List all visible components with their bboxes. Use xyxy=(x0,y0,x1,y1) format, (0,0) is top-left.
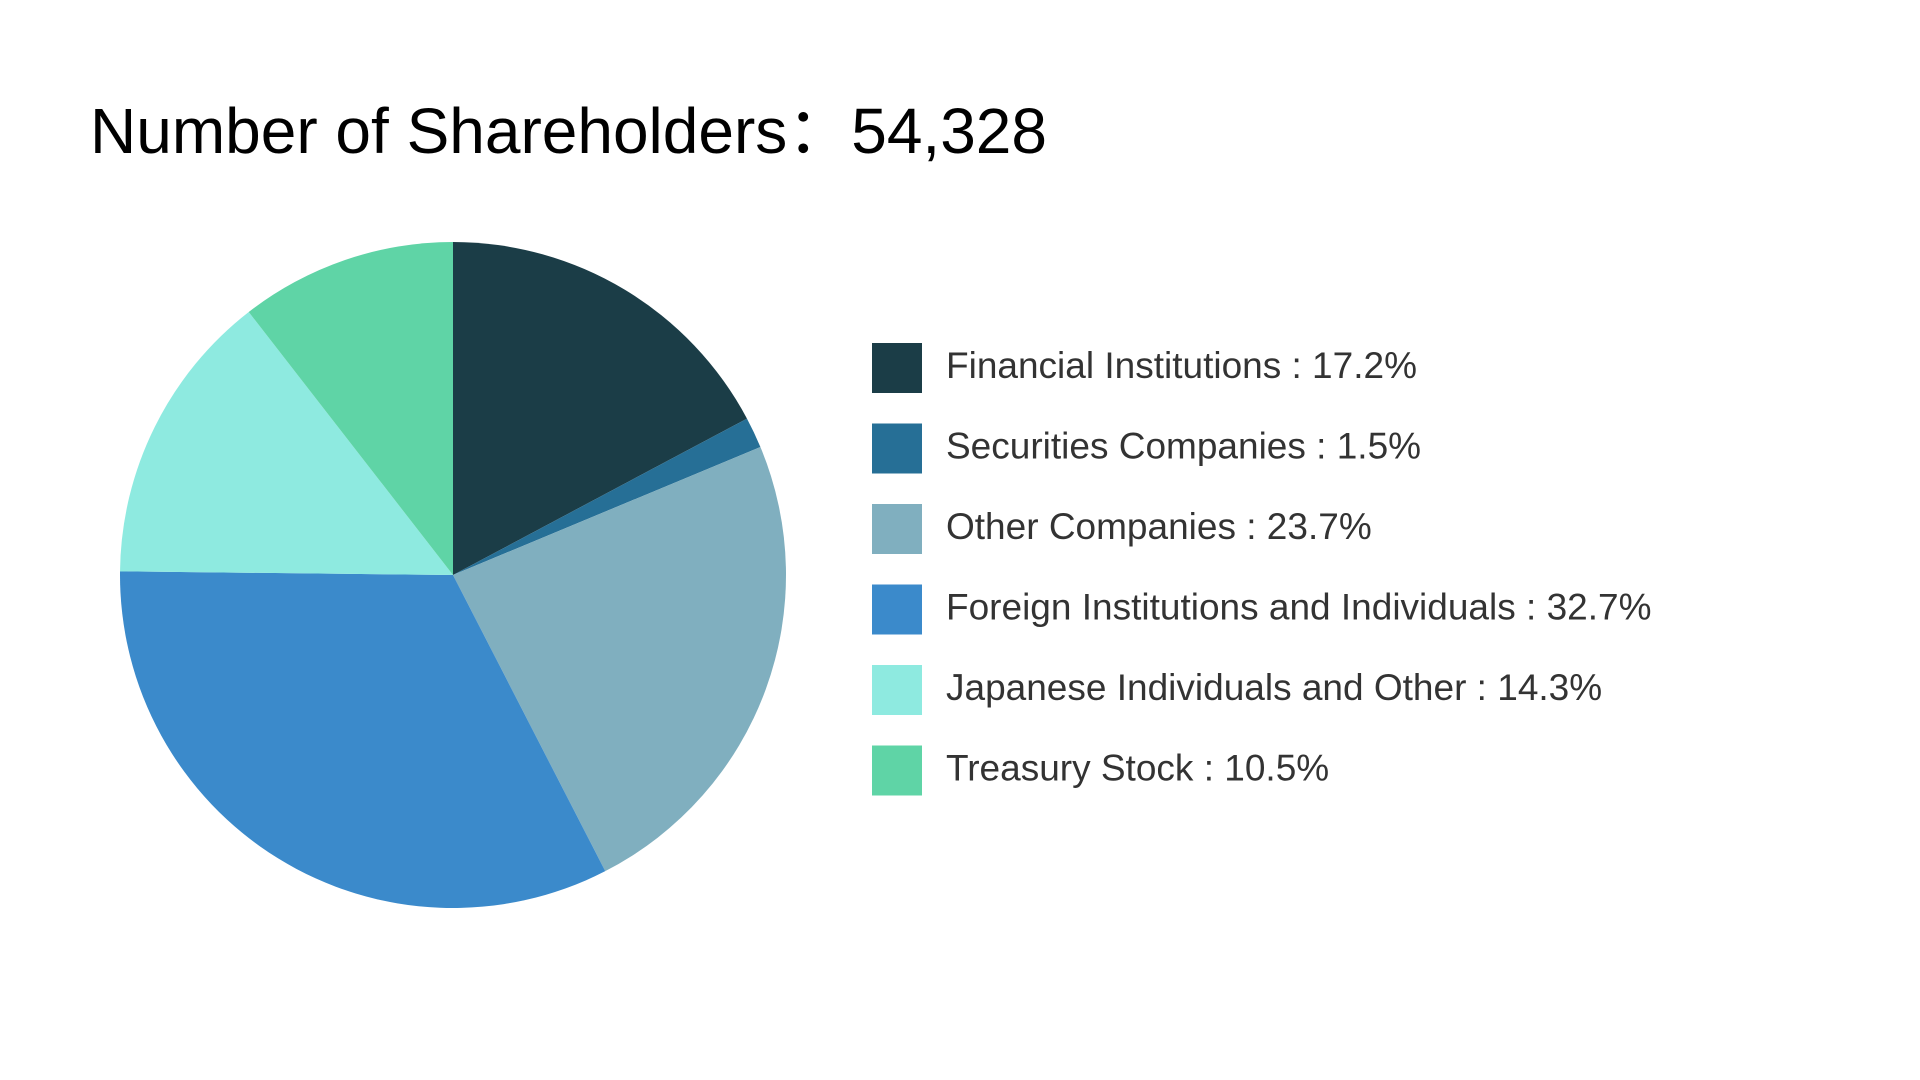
legend-swatch xyxy=(872,745,922,796)
legend-swatch xyxy=(872,584,922,635)
pie-slice xyxy=(120,571,606,909)
legend-swatch xyxy=(872,665,922,715)
legend-label: Other Companies : 23.7% xyxy=(946,506,1372,547)
legend-swatch xyxy=(872,504,922,554)
legend-label: Foreign Institutions and Individuals : 3… xyxy=(946,586,1651,627)
pie-slice xyxy=(453,242,747,575)
legend-swatch xyxy=(872,343,922,393)
pie-slice xyxy=(120,312,453,575)
legend-label: Financial Institutions : 17.2% xyxy=(946,345,1417,386)
pie-slice xyxy=(248,242,453,575)
chart-title: Number of Shareholders：54,328 xyxy=(90,95,1047,167)
legend-swatch xyxy=(872,423,922,474)
pie-slice xyxy=(453,446,787,872)
legend-label: Treasury Stock : 10.5% xyxy=(946,747,1329,788)
legend-label: Securities Companies : 1.5% xyxy=(946,425,1421,466)
pie-slice xyxy=(453,418,761,575)
legend-label: Japanese Individuals and Other : 14.3% xyxy=(946,667,1602,708)
